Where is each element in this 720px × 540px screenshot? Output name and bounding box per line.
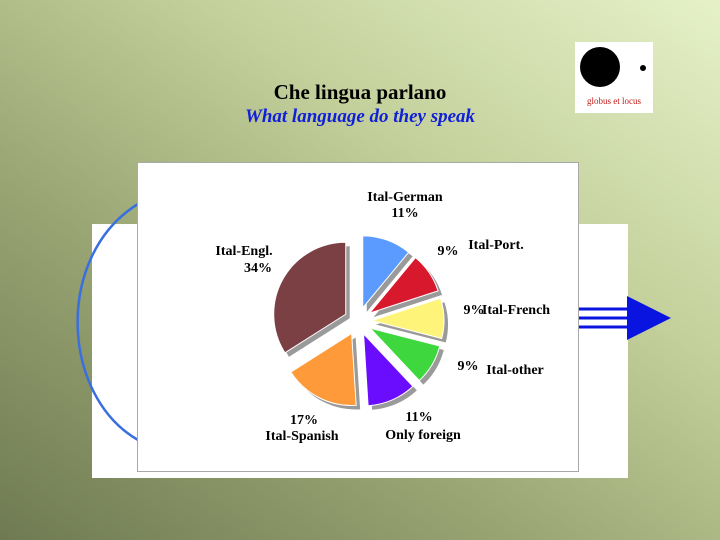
slice-percent-label: 9% bbox=[464, 303, 485, 318]
slide-title: Che lingua parlano bbox=[273, 80, 447, 104]
slice-percent-label: 11% bbox=[405, 410, 432, 425]
slice-name-label: Ital-Engl. bbox=[215, 244, 272, 259]
chart-card: Ital-German 11% Ital-Port. 9% Ital-French 9% I… bbox=[137, 162, 579, 472]
globus-logo: globus et locus bbox=[575, 42, 653, 113]
pie-slice-ital-spanish bbox=[290, 332, 357, 406]
pie-slice-ital-engl bbox=[273, 241, 347, 354]
logo-small-dot-icon bbox=[640, 65, 646, 71]
pie-labels: Ital-German11%Ital-Port.9%Ital-French9%I… bbox=[215, 190, 550, 444]
slice-percent-label: 11% bbox=[391, 206, 418, 221]
slice-percent-label: 9% bbox=[458, 359, 479, 374]
pie-slice-ital-port bbox=[368, 256, 439, 315]
logo-text: globus et locus bbox=[587, 96, 641, 106]
decorative-arc bbox=[76, 202, 139, 442]
slide-subtitle: What language do they speak bbox=[244, 106, 476, 127]
pie-chart: Ital-German11%Ital-Port.9%Ital-French9%I… bbox=[215, 190, 550, 444]
slice-name-label: Ital-other bbox=[486, 363, 544, 378]
pie-slices bbox=[273, 235, 448, 410]
slice-name-label: Only foreign bbox=[385, 428, 461, 443]
slice-name-label: Ital-French bbox=[482, 303, 550, 318]
pie-slice-ital-german bbox=[362, 235, 410, 310]
logo-big-dot-icon bbox=[580, 47, 620, 87]
slice-percent-label: 17% bbox=[290, 413, 318, 428]
slice-percent-label: 9% bbox=[438, 244, 459, 259]
slice-name-label: Ital-Port. bbox=[468, 238, 524, 253]
slice-percent-label: 34% bbox=[244, 261, 272, 276]
pie-slice-only-foreign bbox=[362, 332, 414, 407]
slice-name-label: Ital-Spanish bbox=[265, 429, 338, 444]
slice-name-label: Ital-German bbox=[367, 190, 443, 205]
arrow-head bbox=[627, 296, 671, 340]
pie-slice-ital-french bbox=[370, 297, 445, 340]
pie-slice-ital-other bbox=[368, 327, 441, 382]
